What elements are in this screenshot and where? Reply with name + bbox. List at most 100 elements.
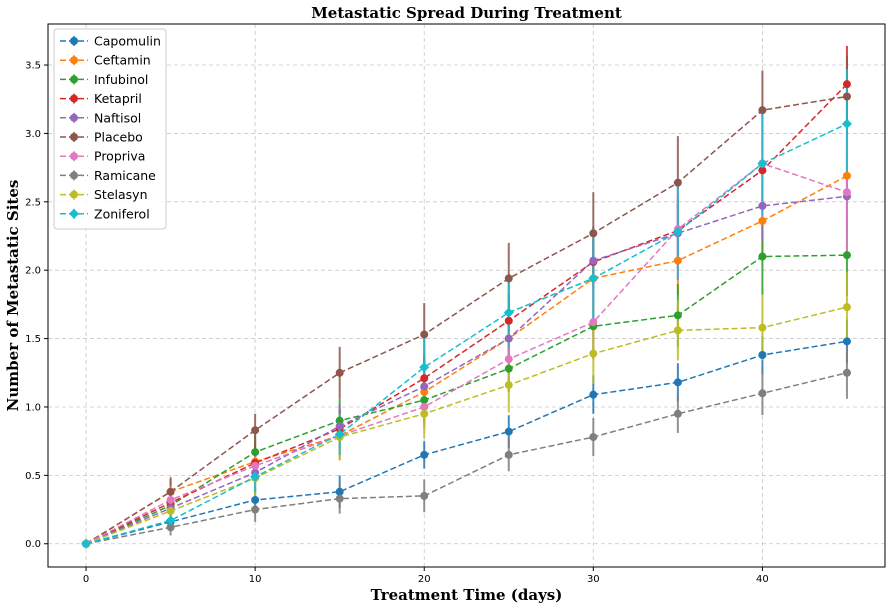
- placebo-data-point: [251, 426, 260, 435]
- series-markers: [81, 80, 852, 549]
- propriva-data-point: [251, 461, 260, 470]
- zoniferol-series-line: [85, 123, 848, 545]
- ketapril-data-point: [758, 166, 767, 175]
- zoniferol-data-point: [334, 429, 345, 440]
- ramicane-data-point: [335, 494, 344, 503]
- zoniferol-data-point: [841, 118, 852, 129]
- legend-marker-stelasyn: [70, 190, 78, 199]
- zoniferol-data-point: [757, 158, 768, 169]
- legend-label-capomulin: Capomulin: [94, 34, 161, 49]
- zoniferol-data-point: [672, 226, 683, 237]
- capomulin-data-point: [504, 427, 513, 436]
- capomulin-data-point: [758, 350, 767, 359]
- naftisol-data-point: [420, 382, 429, 391]
- naftisol-data-point: [335, 422, 344, 431]
- infubinol-data-point: [420, 396, 429, 405]
- propriva-data-point: [842, 188, 851, 197]
- infubinol-data-point: [673, 311, 682, 320]
- stelasyn-series-line: [85, 306, 848, 545]
- capomulin-series-line: [85, 340, 848, 545]
- x-axis-label: Treatment Time (days): [371, 586, 563, 604]
- ketapril-data-point: [504, 316, 513, 325]
- propriva-data-point: [504, 355, 513, 364]
- placebo-data-point: [335, 368, 344, 377]
- ramicane-series-line: [85, 372, 848, 545]
- infubinol-data-point: [335, 416, 344, 425]
- x-axis-ticks: 0 10 20 30 40: [83, 567, 769, 585]
- legend-label-placebo: Placebo: [94, 130, 143, 145]
- legend: Capomulin Ceftamin Infubinol Ketapril Naftis…: [53, 28, 167, 230]
- zoniferol-data-point: [81, 538, 92, 549]
- legend-marker-ceftamin: [70, 56, 78, 65]
- ramicane-data-point: [673, 409, 682, 418]
- propriva-data-point: [589, 318, 598, 327]
- ketapril-data-point: [842, 80, 851, 89]
- y-tick-label: 0.0: [25, 539, 41, 550]
- ceftamin-data-point: [758, 216, 767, 225]
- infubinol-data-point: [842, 251, 851, 260]
- ramicane-data-point: [842, 368, 851, 377]
- series-lines: [85, 83, 848, 545]
- capomulin-data-point: [589, 390, 598, 399]
- legend-marker-propriva: [70, 152, 78, 161]
- infubinol-series-line: [85, 254, 847, 545]
- x-tick-label: 0: [83, 574, 89, 585]
- stelasyn-data-point: [589, 349, 598, 358]
- x-tick-label: 40: [756, 574, 769, 585]
- capomulin-data-point: [673, 378, 682, 387]
- x-tick-label: 20: [418, 574, 431, 585]
- capomulin-data-point: [420, 450, 429, 459]
- legend-marker-infubinol: [70, 75, 78, 84]
- stelasyn-data-point: [420, 409, 429, 418]
- x-tick-label: 30: [587, 574, 600, 585]
- y-tick-label: 3.5: [25, 61, 41, 72]
- placebo-series-line: [85, 95, 848, 545]
- legend-label-propriva: Propriva: [94, 149, 145, 164]
- legend-label-zoniferol: Zoniferol: [94, 206, 150, 221]
- zoniferol-data-point: [419, 362, 430, 373]
- x-tick-label: 10: [249, 574, 262, 585]
- stelasyn-data-point: [504, 381, 513, 390]
- capomulin-data-point: [335, 487, 344, 496]
- stelasyn-data-point: [842, 303, 851, 312]
- zoniferol-data-point: [503, 307, 514, 318]
- zoniferol-data-point: [250, 471, 261, 482]
- legend-label-naftisol: Naftisol: [94, 110, 141, 125]
- zoniferol-data-point: [588, 273, 599, 284]
- chart-title: Metastatic Spread During Treatment: [311, 4, 622, 22]
- y-tick-label: 2.0: [25, 266, 41, 277]
- placebo-data-point: [504, 274, 513, 283]
- placebo-data-point: [589, 229, 598, 238]
- ramicane-data-point: [420, 491, 429, 500]
- zoniferol-data-point: [165, 515, 176, 526]
- ramicane-data-point: [758, 389, 767, 398]
- y-tick-label: 1.5: [25, 334, 41, 345]
- y-tick-label: 0.5: [25, 471, 41, 482]
- ceftamin-data-point: [842, 171, 851, 180]
- legend-marker-naftisol: [70, 113, 78, 122]
- placebo-data-point: [166, 487, 175, 496]
- legend-marker-zoniferol: [69, 208, 79, 219]
- placebo-data-point: [758, 106, 767, 115]
- ramicane-data-point: [589, 433, 598, 442]
- stelasyn-data-point: [673, 326, 682, 335]
- infubinol-data-point: [251, 448, 260, 457]
- propriva-series-line: [85, 162, 848, 545]
- y-tick-label: 3.0: [25, 129, 41, 140]
- stelasyn-data-point: [166, 506, 175, 515]
- naftisol-data-point: [758, 201, 767, 210]
- capomulin-data-point: [251, 495, 260, 504]
- ceftamin-data-point: [673, 256, 682, 265]
- infubinol-data-point: [758, 252, 767, 261]
- ceftamin-data-point: [420, 387, 429, 396]
- placebo-data-point: [420, 330, 429, 339]
- legend-label-stelasyn: Stelasyn: [94, 187, 148, 202]
- plot-area-frame: [47, 23, 886, 568]
- legend-label-ketapril: Ketapril: [94, 91, 142, 106]
- naftisol-series-line: [85, 195, 848, 545]
- legend-marker-ramicane: [70, 171, 78, 180]
- capomulin-data-point: [842, 337, 851, 346]
- naftisol-data-point: [504, 334, 513, 343]
- y-tick-label: 1.0: [25, 402, 41, 413]
